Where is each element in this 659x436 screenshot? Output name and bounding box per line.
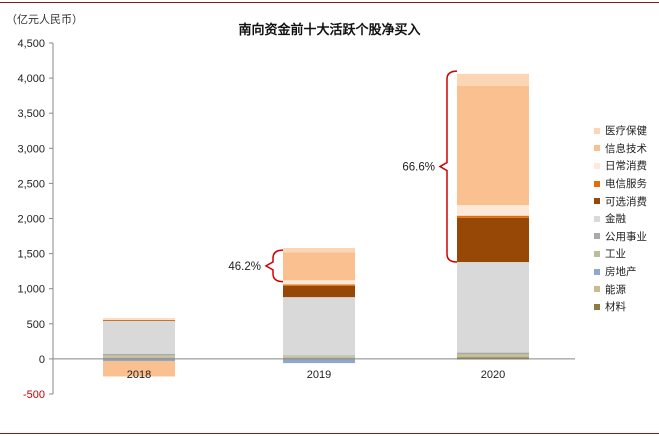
legend-swatch <box>594 268 600 275</box>
bar-segment-2020-金融 <box>457 262 529 353</box>
bar-segment-2020-信息技术 <box>457 85 529 206</box>
bar-segment-2020-医疗保健 <box>457 73 529 86</box>
legend-label: 公用事业 <box>605 230 647 243</box>
bar-segment-2020-公用事业 <box>457 352 529 354</box>
legend-label: 房地产 <box>605 266 637 279</box>
legend-item: 医疗保健 <box>594 122 647 140</box>
bar-segment-2020-可选消费 <box>457 217 529 263</box>
legend-item: 日常消费 <box>594 157 647 175</box>
legend-label: 能源 <box>605 283 626 296</box>
legend-label: 金融 <box>605 213 626 226</box>
bar-segment-2018-公用事业 <box>103 353 175 356</box>
legend-swatch <box>594 162 600 169</box>
legend-swatch <box>594 303 600 310</box>
bar-segment-2018-电信服务 <box>103 319 175 321</box>
bar-segment-2019-可选消费 <box>283 285 355 298</box>
y-tick-label: 3,000 <box>17 143 45 155</box>
bar-segment-2019-医疗保健 <box>283 247 355 253</box>
annotation-bracket <box>438 70 458 263</box>
legend-swatch <box>594 198 600 205</box>
x-tick-label: 2020 <box>481 369 505 381</box>
y-tick-label: 3,500 <box>17 108 45 120</box>
legend-label: 信息技术 <box>605 142 647 155</box>
bar-segment-2020-日常消费 <box>457 205 529 216</box>
legend-item: 材料 <box>594 298 647 316</box>
legend-label: 电信服务 <box>605 178 647 191</box>
bar-segment-2020-材料 <box>457 357 529 359</box>
bar-segment-2019-日常消费 <box>283 280 355 285</box>
y-tick-label: 1,000 <box>17 284 45 296</box>
bar-segment-2019-电信服务 <box>283 284 355 286</box>
legend-item: 信息技术 <box>594 140 647 158</box>
bar-segment-2018-日常消费 <box>103 319 175 321</box>
x-tick-label: 2018 <box>127 369 151 381</box>
legend-item: 公用事业 <box>594 228 647 246</box>
legend-item: 金融 <box>594 210 647 228</box>
annotation-label: 66.6% <box>402 162 435 174</box>
y-tick-label: 0 <box>39 354 45 366</box>
y-tick-label: 4,500 <box>17 38 45 50</box>
bottom-rule <box>0 433 659 434</box>
bar-segment-2018-可选消费 <box>103 320 175 321</box>
bar-segment-2018-医疗保健 <box>103 318 175 320</box>
unit-label: （亿元人民币） <box>6 13 83 26</box>
legend-swatch <box>594 233 600 240</box>
bar-segment-2019-金融 <box>283 297 355 356</box>
legend-item: 房地产 <box>594 263 647 281</box>
y-tick-label: 4,000 <box>17 73 45 85</box>
legend-swatch <box>594 215 600 222</box>
bar-segment-2019-能源 <box>283 356 355 359</box>
bar-segment-2018-金融 <box>103 320 175 354</box>
legend-item: 可选消费 <box>594 192 647 210</box>
legend-item: 工业 <box>594 245 647 263</box>
legend-swatch <box>594 145 600 152</box>
legend-label: 医疗保健 <box>605 125 647 138</box>
legend-item: 电信服务 <box>594 175 647 193</box>
chart-title: 南向资金前十大活跃个股净买入 <box>238 23 421 38</box>
legend-label: 可选消费 <box>605 195 647 208</box>
bar-segment-2018-信息技术 <box>103 361 175 377</box>
legend-swatch <box>594 286 600 293</box>
legend-label: 日常消费 <box>605 160 647 173</box>
bar-segment-2020-工业 <box>457 353 529 356</box>
annotation-label: 46.2% <box>228 261 261 273</box>
y-tick-label: 2,500 <box>17 178 45 190</box>
bar-segment-2019-公用事业 <box>283 355 355 357</box>
legend-item: 能源 <box>594 280 647 298</box>
legend-label: 工业 <box>605 248 626 261</box>
y-tick-label: -500 <box>23 389 45 401</box>
y-tick-label: 1,500 <box>17 249 45 261</box>
annotation-bracket <box>264 249 284 283</box>
bar-segment-2018-工业 <box>103 355 175 357</box>
bar-segment-2020-能源 <box>457 355 529 358</box>
legend-swatch <box>594 127 600 134</box>
legend-swatch <box>594 180 600 187</box>
y-tick-label: 2,000 <box>17 214 45 226</box>
y-tick-label: 500 <box>27 319 45 331</box>
bar-segment-2020-电信服务 <box>457 215 529 218</box>
x-tick-label: 2019 <box>307 369 331 381</box>
legend: 医疗保健信息技术日常消费电信服务可选消费金融公用事业工业房地产能源材料 <box>594 122 647 316</box>
bar-segment-2018-房地产 <box>103 358 175 362</box>
legend-swatch <box>594 250 600 257</box>
bar-segment-2019-房地产 <box>283 358 355 364</box>
bar-segment-2019-信息技术 <box>283 252 355 281</box>
bar-segment-2018-能源 <box>103 356 175 359</box>
bar-segment-2019-工业 <box>283 356 355 357</box>
legend-label: 材料 <box>605 301 626 314</box>
top-rule <box>0 2 659 3</box>
